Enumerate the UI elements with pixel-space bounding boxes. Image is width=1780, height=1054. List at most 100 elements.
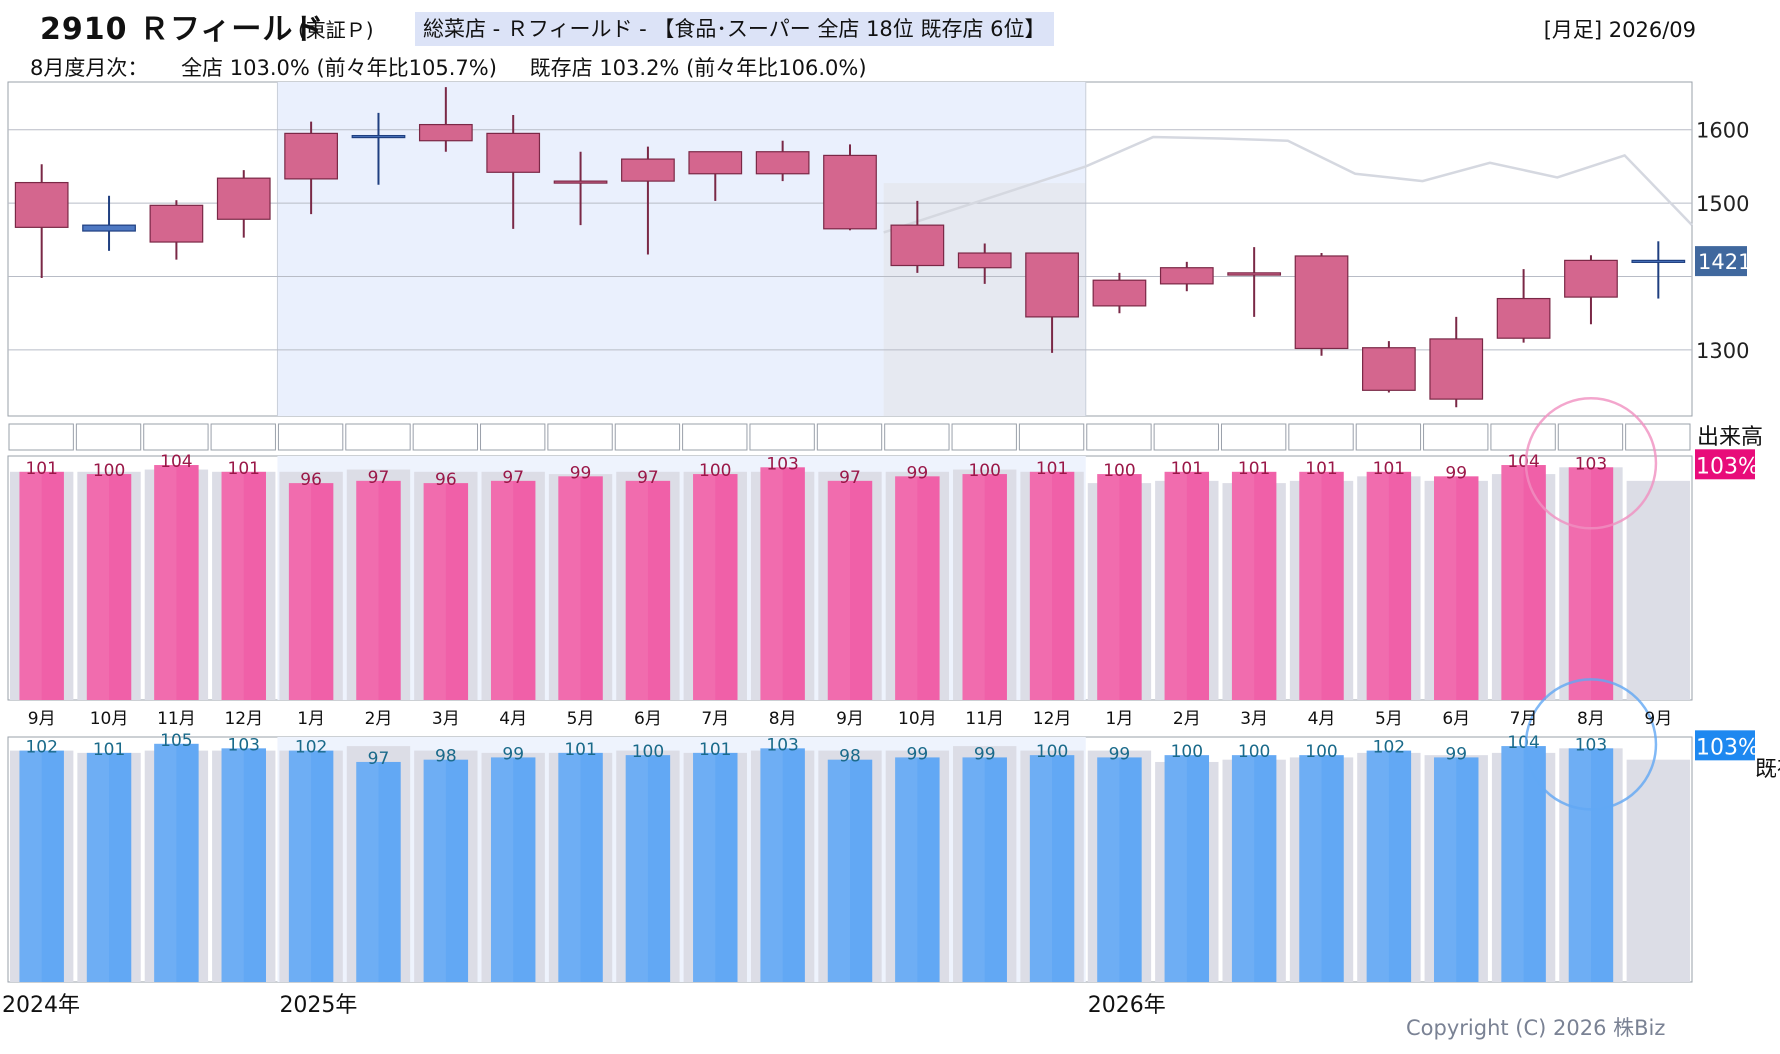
- all-store-bar: [154, 465, 199, 700]
- candle-body: [1294, 255, 1349, 350]
- existing-store-value-label: 97: [368, 749, 390, 769]
- existing-store-bar: [356, 761, 401, 982]
- all-store-bar: [1568, 467, 1614, 700]
- month-label: 4月: [1308, 709, 1336, 729]
- all-store-bar-shine: [1299, 471, 1322, 700]
- all-store-value-label: 101: [228, 459, 260, 479]
- existing-store-prev-bar: [1626, 759, 1690, 982]
- all-store-bar-shine: [1029, 471, 1053, 700]
- existing-store-value-label: 102: [295, 738, 327, 758]
- market-label: (東証Ｐ): [298, 18, 374, 42]
- existing-store-bar-shine: [356, 761, 379, 982]
- all-store-value-label: 104: [1507, 452, 1539, 472]
- summary-all-store: 全店 103.0% (前々年比105.7%): [181, 56, 497, 80]
- existing-store-value-label: 99: [974, 744, 996, 764]
- all-store-value-label: 100: [968, 461, 1000, 481]
- existing-store-value-label: 100: [1238, 742, 1270, 762]
- existing-store-bar: [221, 748, 266, 982]
- candle-body: [1159, 267, 1214, 285]
- price-tick-label: 1600: [1696, 119, 1749, 143]
- all-store-bar-shine: [1231, 471, 1255, 700]
- existing-store-bar-shine: [288, 750, 312, 982]
- price-tick-label: 1500: [1696, 192, 1749, 216]
- all-store-badge: [1695, 449, 1755, 480]
- all-store-bar: [962, 474, 1007, 700]
- existing-store-bar-shine: [962, 757, 985, 982]
- all-store-value-label: 99: [907, 463, 929, 483]
- month-label: 10月: [898, 709, 937, 729]
- existing-store-highlight-circle: [1524, 678, 1658, 811]
- existing-store-bar-shine: [1366, 750, 1389, 982]
- all-store-value-label: 103: [766, 454, 798, 474]
- volume-cell: [143, 423, 209, 451]
- all-store-bar: [1231, 471, 1277, 700]
- volume-cell: [1355, 423, 1422, 451]
- month-label: 7月: [701, 709, 729, 729]
- all-store-bar: [558, 476, 603, 700]
- volume-cell: [614, 423, 681, 451]
- existing-store-bar-shine: [693, 752, 716, 982]
- current-price-label: 1421: [1698, 250, 1751, 274]
- volume-cell: [682, 423, 748, 451]
- month-label: 3月: [1240, 709, 1268, 729]
- existing-store-bar: [154, 743, 199, 982]
- all-store-bar: [490, 480, 536, 700]
- month-label: 8月: [1577, 709, 1605, 729]
- existing-store-value-label: 101: [93, 740, 125, 760]
- current-price-badge: [1695, 246, 1747, 277]
- month-label: 11月: [157, 709, 196, 729]
- existing-store-bar: [1097, 757, 1142, 982]
- existing-store-value-label: 99: [1445, 744, 1467, 764]
- month-label: 12月: [224, 709, 263, 729]
- all-store-value-label: 97: [368, 468, 390, 488]
- all-store-bar-shine: [1366, 471, 1389, 700]
- existing-store-value-label: 103: [766, 735, 798, 755]
- candle-body: [1631, 259, 1686, 263]
- all-store-value-label: 101: [1238, 459, 1270, 479]
- existing-store-bar: [423, 759, 469, 982]
- all-store-bar: [1029, 471, 1075, 700]
- existing-store-bar-shine: [895, 757, 918, 982]
- existing-store-bar-shine: [221, 748, 244, 982]
- existing-store-value-label: 99: [502, 744, 524, 764]
- all-store-value-label: 101: [1036, 459, 1068, 479]
- volume-cell: [1220, 423, 1287, 451]
- existing-store-value-label: 99: [1109, 744, 1131, 764]
- all-store-bar: [1434, 476, 1479, 700]
- all-store-bar-shine: [1568, 467, 1591, 700]
- existing-store-bar-shine: [1231, 755, 1255, 982]
- all-store-bar: [288, 483, 334, 700]
- existing-store-badge: [1695, 730, 1755, 761]
- month-label: 2月: [1173, 709, 1201, 729]
- year-label: 2024年: [2, 993, 80, 1018]
- all-store-bar-shine: [221, 471, 244, 700]
- all-store-value-label: 99: [1445, 463, 1467, 483]
- all-store-bar: [423, 483, 469, 700]
- existing-store-bar-shine: [1434, 757, 1457, 982]
- all-store-bar: [760, 467, 805, 700]
- existing-cut-label: 既存店: [1755, 757, 1780, 782]
- all-store-bar-shine: [19, 471, 42, 700]
- candle-body: [688, 151, 743, 175]
- existing-store-bar: [625, 755, 671, 982]
- volume-cell: [75, 423, 142, 451]
- existing-store-bar: [1029, 755, 1075, 982]
- existing-store-bar: [1501, 746, 1546, 982]
- stock-code-name: 2910 Ｒフィールド: [40, 12, 325, 47]
- candle-body: [1564, 259, 1618, 298]
- month-label: 9月: [836, 709, 864, 729]
- candle-body: [82, 224, 136, 232]
- candle-body: [1025, 252, 1079, 318]
- candle-body: [1092, 279, 1147, 307]
- existing-store-value-label: 98: [839, 747, 861, 767]
- category-badge: 総菜店 - Ｒフィールド - 【食品･スーパー 全店 18位 既存店 6位】: [415, 12, 1054, 46]
- existing-store-value-label: 105: [160, 731, 192, 751]
- year-label: 2025年: [279, 993, 357, 1018]
- existing-store-bar-shine: [558, 752, 581, 982]
- all-store-value-label: 100: [699, 461, 731, 481]
- existing-store-bar-shine: [1097, 757, 1120, 982]
- candle-body: [284, 132, 338, 180]
- reference-line: [883, 135, 1693, 234]
- volume-cell: [1490, 423, 1556, 451]
